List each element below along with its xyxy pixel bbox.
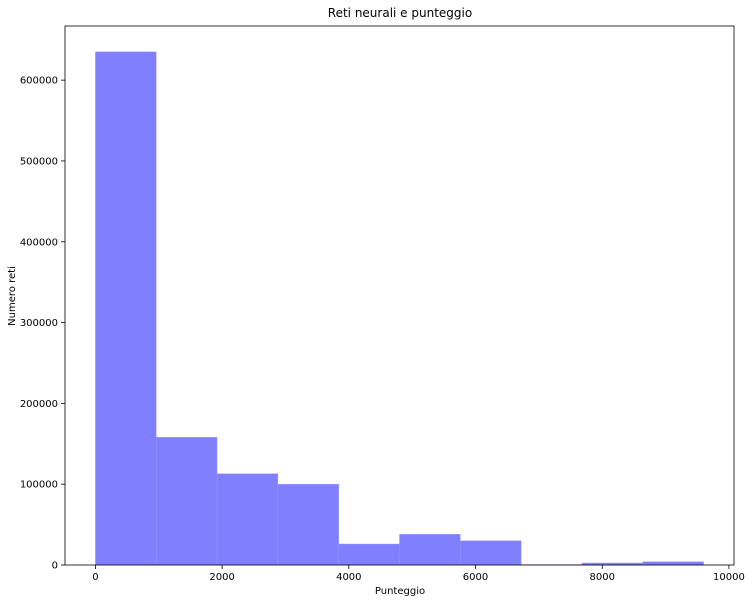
- histogram-bar-1: [95, 51, 157, 566]
- histogram-bar-10: [642, 561, 704, 566]
- x-tick-label: 0: [92, 572, 98, 583]
- x-tick-label: 8000: [590, 572, 615, 583]
- histogram-bar-7: [460, 540, 522, 566]
- x-tick-label: 6000: [463, 572, 488, 583]
- y-tick-label: 200000: [20, 399, 58, 410]
- chart-title: Reti neurali e punteggio: [328, 6, 472, 20]
- y-axis-title: Numero reti: [7, 266, 18, 326]
- y-tick-label: 0: [52, 561, 58, 572]
- histogram-bar-5: [338, 543, 400, 566]
- bars-group: [95, 51, 704, 566]
- histogram-bar-2: [156, 437, 218, 566]
- histogram-bar-4: [277, 483, 339, 566]
- y-tick-label: 500000: [20, 156, 58, 167]
- y-axis: 0 100000 200000 300000 400000 500000 600000: [20, 76, 65, 572]
- y-tick-label: 100000: [20, 480, 58, 491]
- x-tick-label: 2000: [209, 572, 234, 583]
- histogram-bar-6: [399, 534, 461, 566]
- x-tick-label: 4000: [336, 572, 361, 583]
- y-tick-label: 300000: [20, 318, 58, 329]
- x-axis-title: Punteggio: [375, 586, 425, 597]
- histogram-bar-3: [216, 473, 279, 566]
- x-tick-label: 10000: [713, 572, 745, 583]
- y-tick-label: 600000: [20, 76, 58, 87]
- x-axis: 0 2000 4000 6000 8000 10000: [92, 565, 745, 583]
- plot-frame: [64, 25, 735, 566]
- y-tick-label: 400000: [20, 237, 58, 248]
